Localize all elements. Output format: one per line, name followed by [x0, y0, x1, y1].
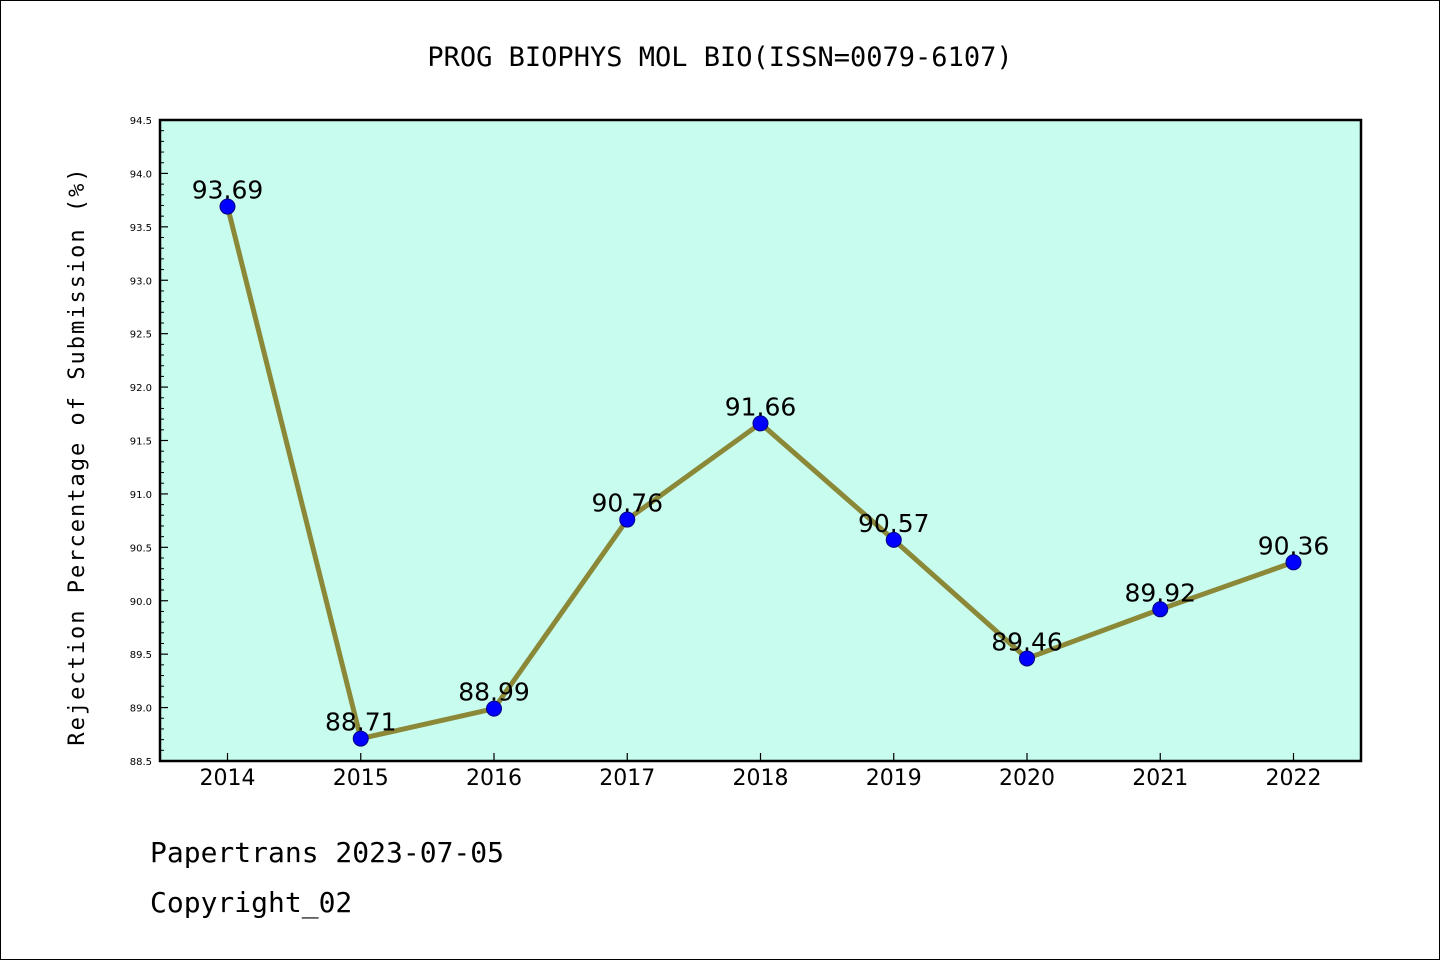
data-labels: 93.69 88.71 88.99 90.76 91.66 90.57 89.46 89.92…: [192, 176, 1330, 737]
data-point-marker: [1152, 601, 1169, 618]
data-value-label: 89.92: [1124, 578, 1196, 607]
x-tick-label: 2022: [1266, 766, 1322, 791]
data-value-label: 88.99: [458, 678, 530, 707]
x-tick-label: 2019: [866, 766, 922, 791]
data-point-marker: [219, 198, 236, 215]
y-tick-label: 89.0: [130, 704, 152, 715]
data-point-marker: [1285, 554, 1302, 571]
y-tick-label: 89.5: [130, 650, 152, 661]
y-tick-label: 91.0: [130, 490, 152, 501]
y-axis: 88.5 89.0 89.5 90.0 90.5 91.0 91.5 92.0 92.5 93.0…: [130, 116, 168, 768]
data-point-marker: [752, 415, 769, 432]
data-value-label: 90.76: [591, 489, 663, 518]
data-markers: [219, 198, 1302, 747]
y-tick-label: 93.0: [130, 276, 152, 287]
data-value-label: 90.36: [1258, 531, 1330, 560]
y-tick-label: 88.5: [130, 757, 152, 768]
x-tick-label: 2020: [999, 766, 1055, 791]
footer-date-line: Papertrans 2023-07-05: [150, 836, 505, 869]
plot-area: [158, 118, 1363, 763]
data-value-label: 91.66: [725, 392, 797, 421]
data-value-label: 88.71: [325, 708, 397, 737]
data-value-label: 89.46: [991, 627, 1063, 656]
data-point-marker: [619, 511, 636, 528]
chart-title: PROG BIOPHYS MOL BIO(ISSN=0079-6107): [427, 42, 1012, 73]
y-tick-label: 94.5: [130, 116, 152, 127]
y-tick-label: 90.5: [130, 543, 152, 554]
y-tick-label: 92.0: [130, 383, 152, 394]
y-tick-label: 93.5: [130, 223, 152, 234]
y-tick-label: 94.0: [130, 169, 152, 180]
x-tick-label: 2016: [466, 766, 522, 791]
y-tick-label: 92.5: [130, 330, 152, 341]
x-tick-label: 2018: [733, 766, 789, 791]
x-tick-label: 2015: [333, 766, 389, 791]
data-point-marker: [885, 531, 902, 548]
data-value-label: 93.69: [192, 176, 264, 205]
y-axis-label: Rejection Percentage of Submission (%): [65, 166, 90, 745]
x-tick-label: 2021: [1132, 766, 1188, 791]
x-tick-label: 2017: [599, 766, 655, 791]
data-point-marker: [486, 700, 502, 717]
data-point-marker: [352, 730, 369, 747]
footer-copyright-line: Copyright_02: [150, 886, 353, 919]
data-value-label: 90.57: [858, 509, 930, 538]
x-tick-label: 2014: [200, 766, 256, 791]
y-tick-label: 91.5: [130, 437, 152, 448]
y-tick-label: 90.0: [130, 597, 152, 608]
x-axis: 2014 2015 2016 2017 2018 2019 2020 2021 2022: [200, 753, 1322, 791]
data-point-marker: [1019, 650, 1035, 667]
